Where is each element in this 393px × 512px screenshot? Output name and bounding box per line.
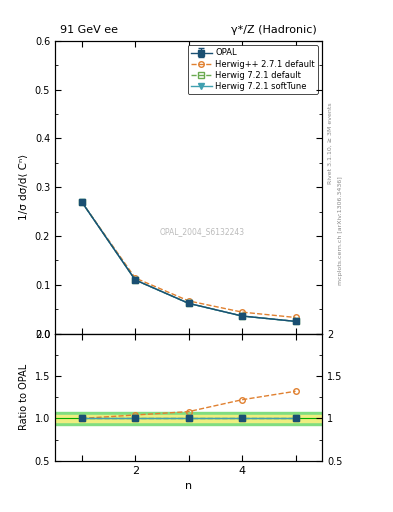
Line: Herwig 7.2.1 softTune: Herwig 7.2.1 softTune (79, 199, 298, 324)
Bar (55, 412, 322, 425)
Legend: OPAL, Herwig++ 2.7.1 default, Herwig 7.2.1 default, Herwig 7.2.1 softTune: OPAL, Herwig++ 2.7.1 default, Herwig 7.2… (187, 45, 318, 94)
Herwig++ 2.7.1 default (240, 309, 244, 315)
Text: mcplots.cern.ch [arXiv:1306.3436]: mcplots.cern.ch [arXiv:1306.3436] (338, 176, 343, 285)
Y-axis label: Ratio to OPAL: Ratio to OPAL (19, 364, 29, 430)
Herwig 7.2.1 softTune (293, 318, 298, 325)
Herwig 7.2.1 default (186, 300, 191, 306)
Text: OPAL_2004_S6132243: OPAL_2004_S6132243 (160, 227, 244, 236)
Line: Herwig++ 2.7.1 default: Herwig++ 2.7.1 default (79, 199, 298, 321)
Herwig++ 2.7.1 default (79, 199, 84, 205)
Herwig 7.2.1 softTune (186, 300, 191, 306)
Text: Rivet 3.1.10, ≥ 3M events: Rivet 3.1.10, ≥ 3M events (328, 102, 333, 184)
Herwig 7.2.1 default (240, 313, 244, 319)
Y-axis label: 1/σ dσ/d⟨ Cⁿ⟩: 1/σ dσ/d⟨ Cⁿ⟩ (19, 154, 29, 220)
Herwig 7.2.1 softTune (79, 199, 84, 205)
Herwig 7.2.1 default (293, 318, 298, 325)
X-axis label: n: n (185, 481, 192, 491)
Bar (55, 415, 322, 422)
Herwig 7.2.1 default (133, 277, 138, 283)
Herwig++ 2.7.1 default (293, 314, 298, 321)
Herwig 7.2.1 default (79, 199, 84, 205)
Herwig++ 2.7.1 default (133, 275, 138, 281)
Text: 91 GeV ee: 91 GeV ee (61, 25, 118, 35)
Line: Herwig 7.2.1 default: Herwig 7.2.1 default (79, 199, 298, 324)
Herwig 7.2.1 softTune (133, 277, 138, 283)
Herwig 7.2.1 softTune (240, 313, 244, 319)
Text: γ*/Z (Hadronic): γ*/Z (Hadronic) (231, 25, 317, 35)
Herwig++ 2.7.1 default (186, 298, 191, 304)
